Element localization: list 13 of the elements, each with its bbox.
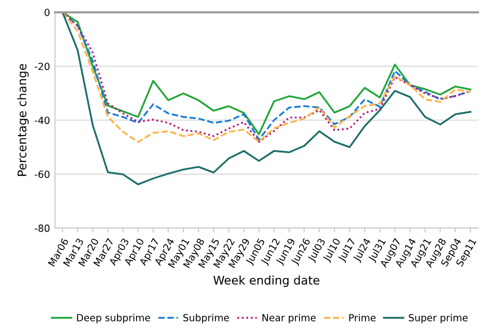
y-tick-label: -20 xyxy=(34,62,50,70)
line-series xyxy=(62,12,472,186)
y-tick-label: -60 xyxy=(34,170,50,178)
legend-label: Near prime xyxy=(262,314,316,324)
legend-label: Subprime xyxy=(183,314,229,324)
legend-label: Super prime xyxy=(408,314,468,324)
legend-label: Deep subprime xyxy=(77,314,150,324)
y-tick-label: 0 xyxy=(44,8,50,16)
y-tick-label: -40 xyxy=(34,116,50,124)
y-tick-label: -80 xyxy=(34,224,50,232)
x-axis-title: Week ending date xyxy=(213,275,320,287)
y-axis-title: Percentage change xyxy=(17,64,29,176)
legend-label: Prime xyxy=(349,314,376,322)
